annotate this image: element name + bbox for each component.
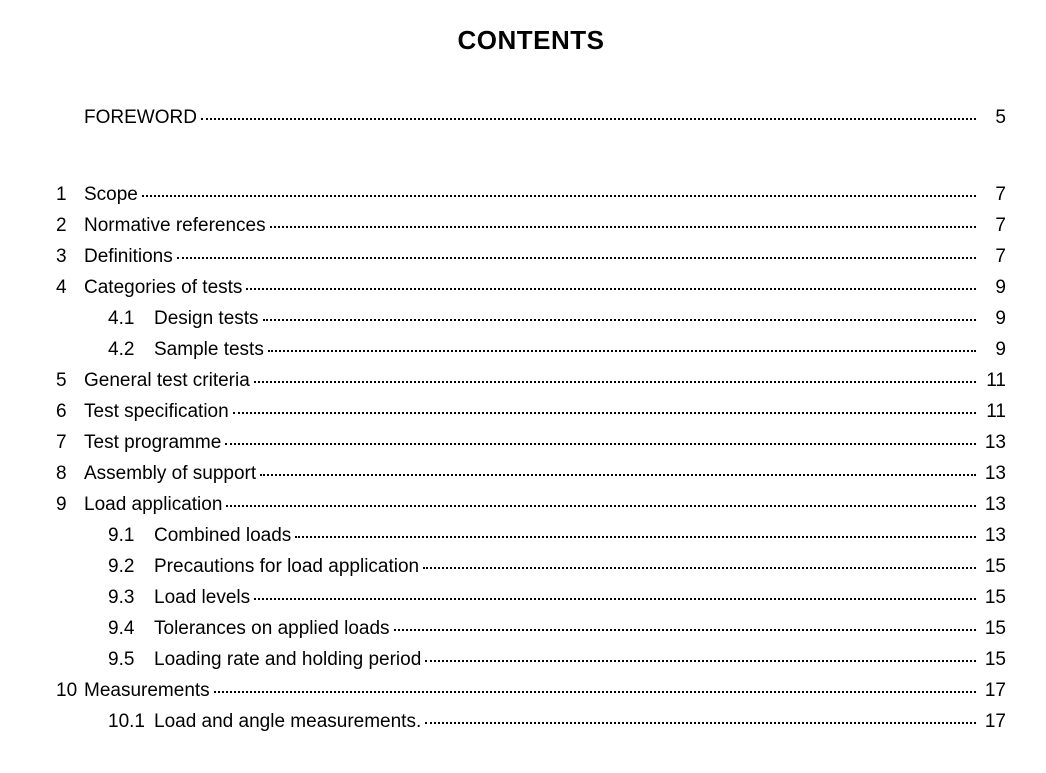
toc-entry: FOREWORD 5 xyxy=(56,108,1006,127)
toc-entry-label: FOREWORD xyxy=(84,108,201,127)
dot-leader xyxy=(425,660,976,662)
dot-leader xyxy=(142,195,976,197)
toc-entry-label: Sample tests xyxy=(154,340,268,359)
toc-subentry: 4.1Design tests 9 xyxy=(56,309,1006,328)
page: CONTENTS FOREWORD51Scope72Normative refe… xyxy=(0,0,1046,773)
toc-entry-number: 8 xyxy=(56,464,84,483)
toc-entry-number: 5 xyxy=(56,371,84,390)
dot-leader xyxy=(270,226,976,228)
dot-leader xyxy=(254,381,976,383)
toc-entry-label: Definitions xyxy=(84,247,177,266)
toc-entry-page: 13 xyxy=(978,464,1006,483)
toc-entry-label: Load levels xyxy=(154,588,254,607)
toc-entry-label: General test criteria xyxy=(84,371,254,390)
toc-entry-number: 7 xyxy=(56,433,84,452)
dot-leader xyxy=(254,598,976,600)
toc-entry-page: 11 xyxy=(978,371,1006,390)
toc-entry: 3Definitions 7 xyxy=(56,247,1006,266)
toc-entry-label: Load and angle measurements. xyxy=(154,712,425,731)
toc-entry-page: 17 xyxy=(978,681,1006,700)
toc-subentry-number: 4.1 xyxy=(108,309,154,328)
toc-entry-page: 15 xyxy=(978,588,1006,607)
toc-subentry: 9.5Loading rate and holding period 15 xyxy=(56,650,1006,669)
dot-leader xyxy=(177,257,976,259)
toc-entry: 7Test programme 13 xyxy=(56,433,1006,452)
contents-title: CONTENTS xyxy=(56,25,1006,56)
toc-entry-page: 15 xyxy=(978,619,1006,638)
toc-subentry-number: 9.4 xyxy=(108,619,154,638)
toc-entry-label: Tolerances on applied loads xyxy=(154,619,394,638)
toc-entry-number: 2 xyxy=(56,216,84,235)
toc-entry-number: 9 xyxy=(56,495,84,514)
toc-entry-label: Scope xyxy=(84,185,142,204)
section-gap xyxy=(56,139,1006,185)
dot-leader xyxy=(226,505,976,507)
dot-leader xyxy=(225,443,976,445)
toc-subentry: 9.1Combined loads 13 xyxy=(56,526,1006,545)
toc-subentry: 9.4Tolerances on applied loads 15 xyxy=(56,619,1006,638)
toc-entry: 1Scope 7 xyxy=(56,185,1006,204)
table-of-contents: FOREWORD51Scope72Normative references73D… xyxy=(56,108,1006,731)
toc-subentry-number: 9.1 xyxy=(108,526,154,545)
dot-leader xyxy=(295,536,976,538)
toc-entry-label: Normative references xyxy=(84,216,270,235)
dot-leader xyxy=(423,567,976,569)
toc-entry-label: Measurements xyxy=(84,681,214,700)
toc-entry: 10Measurements 17 xyxy=(56,681,1006,700)
toc-subentry-number: 9.5 xyxy=(108,650,154,669)
toc-entry-label: Combined loads xyxy=(154,526,295,545)
toc-entry: 8Assembly of support 13 xyxy=(56,464,1006,483)
toc-entry-label: Assembly of support xyxy=(84,464,260,483)
toc-entry: 5General test criteria 11 xyxy=(56,371,1006,390)
toc-entry-page: 15 xyxy=(978,650,1006,669)
toc-entry-page: 9 xyxy=(978,309,1006,328)
toc-subentry: 9.3Load levels 15 xyxy=(56,588,1006,607)
toc-entry-label: Test programme xyxy=(84,433,225,452)
toc-subentry-number: 9.2 xyxy=(108,557,154,576)
toc-entry-page: 7 xyxy=(978,185,1006,204)
toc-entry-page: 13 xyxy=(978,495,1006,514)
toc-entry-page: 5 xyxy=(978,108,1006,127)
toc-entry-number: 3 xyxy=(56,247,84,266)
toc-subentry-number: 4.2 xyxy=(108,340,154,359)
toc-entry-page: 7 xyxy=(978,247,1006,266)
toc-entry-label: Precautions for load application xyxy=(154,557,423,576)
toc-entry-label: Categories of tests xyxy=(84,278,246,297)
toc-subentry: 10.1Load and angle measurements. 17 xyxy=(56,712,1006,731)
toc-entry-label: Design tests xyxy=(154,309,263,328)
toc-entry-label: Test specification xyxy=(84,402,233,421)
toc-subentry-number: 9.3 xyxy=(108,588,154,607)
dot-leader xyxy=(201,118,976,120)
toc-entry: 6Test specification 11 xyxy=(56,402,1006,421)
dot-leader xyxy=(425,722,976,724)
toc-entry-page: 17 xyxy=(978,712,1006,731)
toc-entry: 9Load application 13 xyxy=(56,495,1006,514)
toc-entry-number: 4 xyxy=(56,278,84,297)
toc-subentry: 9.2Precautions for load application 15 xyxy=(56,557,1006,576)
toc-entry-page: 7 xyxy=(978,216,1006,235)
toc-subentry: 4.2Sample tests 9 xyxy=(56,340,1006,359)
toc-entry-label: Loading rate and holding period xyxy=(154,650,425,669)
toc-entry-page: 13 xyxy=(978,433,1006,452)
toc-entry-label: Load application xyxy=(84,495,226,514)
toc-entry-page: 13 xyxy=(978,526,1006,545)
toc-entry: 4Categories of tests 9 xyxy=(56,278,1006,297)
dot-leader xyxy=(214,691,976,693)
toc-entry-number: 10 xyxy=(56,681,84,700)
dot-leader xyxy=(263,319,976,321)
toc-entry-page: 9 xyxy=(978,278,1006,297)
toc-entry-page: 9 xyxy=(978,340,1006,359)
dot-leader xyxy=(394,629,976,631)
dot-leader xyxy=(268,350,976,352)
toc-entry-page: 15 xyxy=(978,557,1006,576)
toc-entry-number: 1 xyxy=(56,185,84,204)
dot-leader xyxy=(233,412,976,414)
toc-subentry-number: 10.1 xyxy=(108,712,154,731)
toc-entry-page: 11 xyxy=(978,402,1006,421)
dot-leader xyxy=(260,474,976,476)
dot-leader xyxy=(246,288,976,290)
toc-entry-number: 6 xyxy=(56,402,84,421)
toc-entry: 2Normative references 7 xyxy=(56,216,1006,235)
